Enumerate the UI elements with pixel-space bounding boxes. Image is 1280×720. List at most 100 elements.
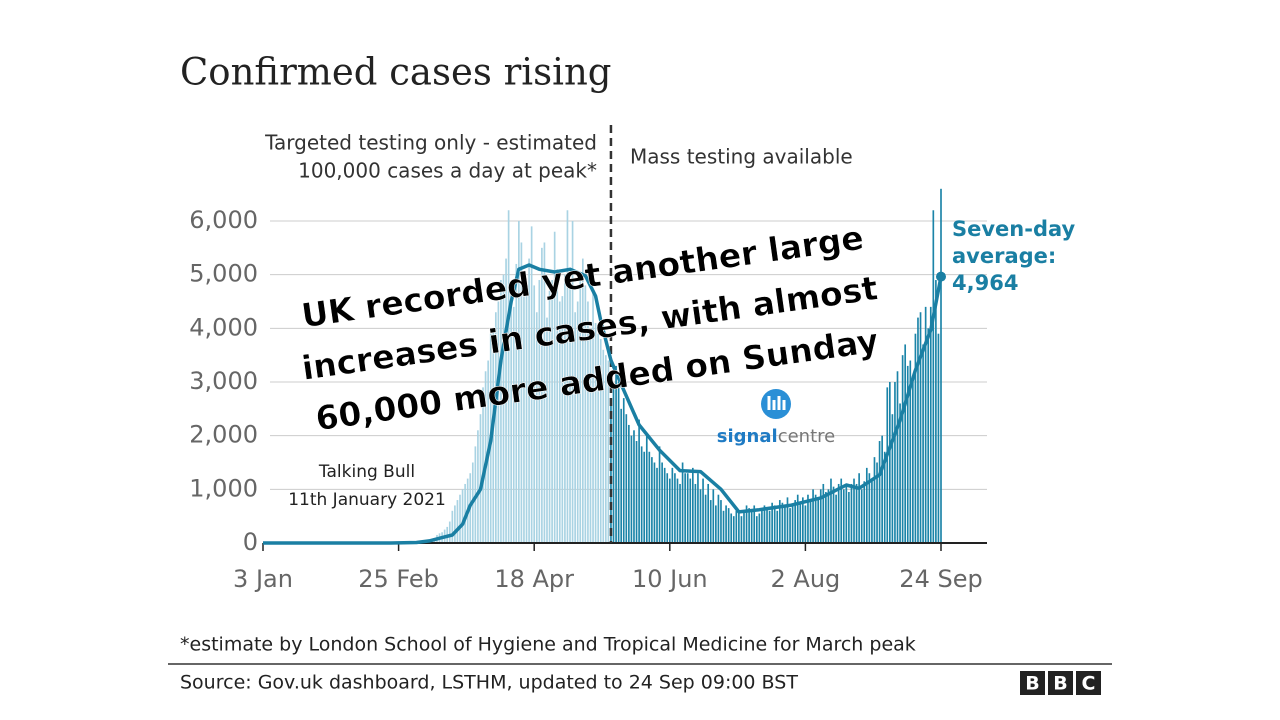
bar [610,403,612,543]
x-tick-label: 10 Jun [632,565,708,593]
bar [924,306,927,543]
bar [523,274,525,543]
bar [448,521,451,543]
bar [837,483,840,543]
bar [451,510,454,543]
bar [512,306,515,543]
bar [699,489,702,543]
watermark-part: centre [778,426,836,447]
bar [758,513,761,543]
bar [865,467,868,543]
bar [929,306,932,543]
bar [704,494,707,543]
bar [592,290,594,543]
bar [551,280,553,543]
bar [605,355,607,543]
bar [896,371,899,543]
bar [730,513,733,543]
bar [459,494,461,543]
bar [871,478,873,543]
bar [912,382,914,543]
bar [909,360,912,543]
bar [753,505,756,543]
bar [860,489,863,543]
bar [732,516,735,543]
bar [676,478,679,543]
bar [745,505,748,543]
bar [566,210,569,543]
bar [906,365,909,543]
bar [638,419,640,543]
bar [901,355,904,543]
bar [574,312,576,543]
bar [674,473,676,543]
bar [935,280,937,543]
bar [625,414,628,543]
bar [809,500,812,543]
watermark-icon-bar [777,396,781,410]
bar [589,328,592,543]
bar [630,435,633,543]
bar [827,489,830,543]
bar [768,510,771,543]
watermark: signalcentre [717,426,835,447]
logo-block [1048,671,1073,695]
bar [635,441,638,543]
bar [668,478,671,543]
bar [868,473,871,543]
bar [684,473,686,543]
bar [461,489,464,543]
credit: 11th January 2021 [288,490,446,510]
bar [725,505,727,543]
annotation: 100,000 cases a day at peak* [298,159,597,183]
bar [500,280,502,543]
bar [640,446,643,543]
bar [579,280,582,543]
bar [658,446,661,543]
bar [819,489,822,543]
bar [482,387,484,543]
bar [840,478,843,543]
bar [671,467,674,543]
bar [886,387,889,543]
bar [735,510,738,543]
bar [479,414,482,543]
bar [533,285,536,543]
bar [564,274,566,543]
bar [689,478,692,543]
bar [615,365,617,543]
logo-block [1076,671,1101,695]
bar [937,333,940,543]
y-tick-label: 1,000 [189,474,258,502]
bar [917,317,919,543]
bar [717,494,720,543]
bar [497,301,500,543]
bar [750,510,753,543]
y-tick-label: 4,000 [189,313,258,341]
bar [602,349,605,543]
bar [755,516,758,543]
logo-letter: C [1082,673,1096,695]
watermark-part: signal [717,426,778,447]
x-tick-label: 25 Feb [358,565,439,593]
bar [492,328,495,543]
bar [891,414,894,543]
bar [845,486,848,543]
y-tick-label: 2,000 [189,421,258,449]
bar [525,296,528,543]
bar [645,435,648,543]
bar [543,242,546,543]
bar [804,505,807,543]
bar [761,508,763,543]
bar [607,360,610,543]
bar [653,462,656,543]
bar [505,258,507,543]
bar [656,467,658,543]
bar [855,483,858,543]
bar [786,497,789,543]
watermark-icon-bar [767,396,771,410]
bar [863,481,866,543]
bar [789,508,791,543]
bar [518,221,520,543]
